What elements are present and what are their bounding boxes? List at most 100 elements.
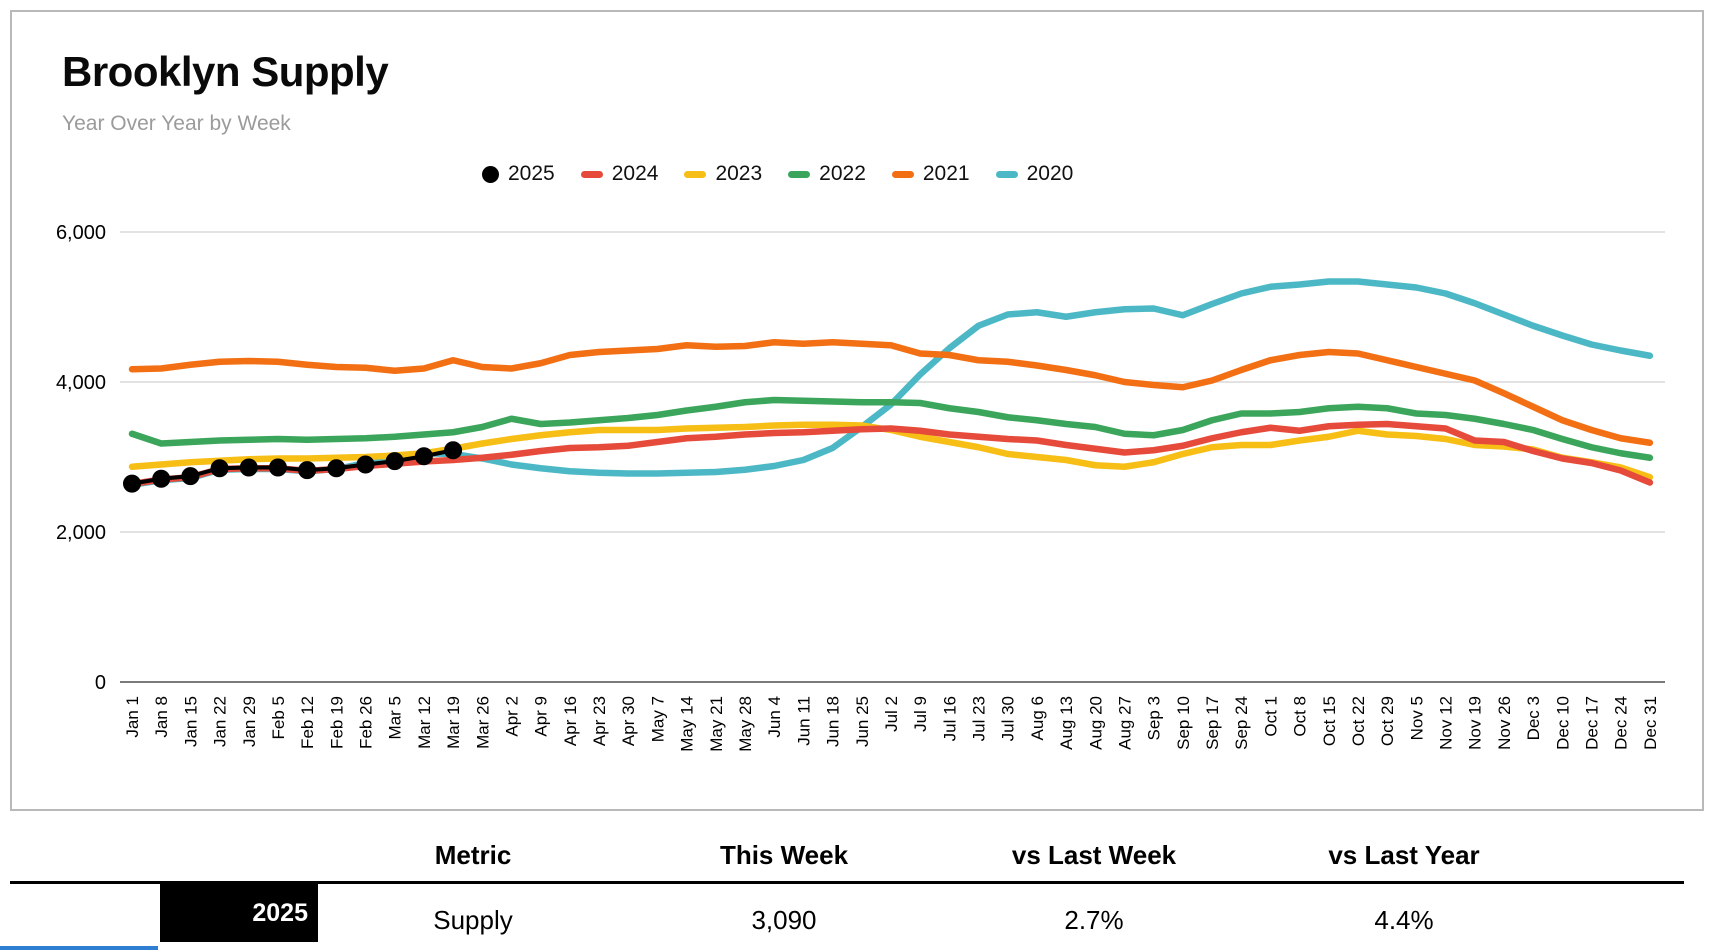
x-tick-label-jan-29: Jan 29: [240, 696, 259, 747]
x-tick-label-may-14: May 14: [678, 696, 697, 752]
x-tick-label-jan-15: Jan 15: [181, 696, 200, 747]
y-tick-label-6000: 6,000: [56, 222, 106, 244]
series-line-2022: [128, 396, 1654, 461]
x-tick-label-jul-2: Jul 2: [882, 696, 901, 732]
chart-legend: 2025 2024 2023 2022 2021 2020: [482, 160, 1073, 188]
legend-swatch-2020: [995, 170, 1018, 178]
table-header-metric: Metric: [434, 840, 512, 870]
x-tick-label-dec-17: Dec 17: [1583, 696, 1602, 750]
series-line-2021: [128, 339, 1654, 446]
table-row-year-badge: 2025: [160, 884, 318, 942]
chart-title: Brooklyn Supply: [62, 48, 389, 95]
x-tick-label-mar-12: Mar 12: [415, 696, 434, 749]
table-cell-vs-last-week: 2.7%: [1064, 905, 1124, 935]
series-point-2025-jan-1: [123, 474, 141, 493]
legend-swatch-2021: [891, 170, 914, 178]
x-tick-label-nov-5: Nov 5: [1407, 696, 1426, 740]
x-tick-label-mar-19: Mar 19: [444, 696, 463, 749]
chart-card: Brooklyn Supply Year Over Year by Week 2…: [10, 10, 1704, 811]
legend-item-2022[interactable]: 2022: [788, 162, 866, 186]
series-point-2025-feb-26: [356, 455, 375, 474]
legend-swatch-2023: [684, 170, 707, 178]
x-tick-label-apr-2: Apr 2: [502, 696, 521, 737]
x-tick-label-mar-5: Mar 5: [386, 696, 405, 739]
x-tick-label-dec-3: Dec 3: [1524, 696, 1543, 740]
table-cell-vs-last-year: 4.4%: [1374, 905, 1434, 935]
legend-swatch-2024: [580, 170, 603, 178]
legend-item-2025[interactable]: 2025: [482, 162, 555, 186]
x-tick-label-jun-18: Jun 18: [824, 696, 843, 747]
table-cell-metric: Supply: [433, 905, 513, 935]
x-tick-label-mar-26: Mar 26: [473, 696, 492, 749]
y-tick-label-2000: 2,000: [56, 522, 106, 544]
chart-subtitle: Year Over Year by Week: [62, 112, 291, 135]
x-tick-label-oct-8: Oct 8: [1291, 696, 1310, 737]
x-tick-label-oct-22: Oct 22: [1349, 696, 1368, 746]
legend-item-2023[interactable]: 2023: [684, 162, 762, 186]
legend-swatch-2025: [482, 165, 499, 183]
series-point-2025-feb-12: [298, 461, 317, 480]
series-point-2025-mar-12: [414, 447, 433, 466]
legend-label: 2022: [819, 162, 866, 185]
x-tick-label-nov-12: Nov 12: [1437, 696, 1456, 750]
x-tick-label-apr-23: Apr 23: [590, 696, 609, 746]
table-divider: [10, 881, 1684, 884]
legend-item-2021[interactable]: 2021: [891, 162, 970, 186]
x-tick-label-jan-8: Jan 8: [152, 696, 171, 738]
x-tick-label-jul-23: Jul 23: [970, 696, 989, 741]
series-point-2025-jan-29: [239, 458, 258, 477]
x-tick-label-aug-6: Aug 6: [1028, 696, 1047, 740]
legend-label: 2021: [922, 162, 970, 185]
series-point-2025-jan-22: [210, 459, 229, 478]
x-tick-label-dec-31: Dec 31: [1641, 696, 1660, 750]
x-tick-label-sep-24: Sep 24: [1232, 696, 1251, 750]
x-tick-label-apr-30: Apr 30: [619, 696, 638, 746]
x-tick-label-apr-16: Apr 16: [561, 696, 580, 746]
x-tick-label-oct-29: Oct 29: [1378, 696, 1397, 746]
y-tick-label-4000: 4,000: [56, 372, 106, 394]
x-tick-label-may-28: May 28: [736, 696, 755, 752]
x-tick-label-sep-17: Sep 17: [1203, 696, 1222, 750]
series-point-2025-jan-15: [181, 467, 200, 486]
x-tick-label-jul-30: Jul 30: [999, 696, 1018, 741]
next-row-peek: [0, 946, 158, 950]
y-tick-label-0: 0: [95, 672, 106, 694]
legend-label: 2020: [1026, 162, 1074, 185]
x-tick-label-aug-13: Aug 13: [1057, 696, 1076, 750]
legend-label: 2025: [508, 162, 555, 185]
x-tick-label-feb-26: Feb 26: [357, 696, 376, 749]
x-tick-label-jul-9: Jul 9: [911, 696, 930, 732]
x-tick-label-jul-16: Jul 16: [940, 696, 959, 741]
x-tick-label-jan-22: Jan 22: [211, 696, 230, 747]
x-tick-label-sep-10: Sep 10: [1174, 696, 1193, 750]
x-tick-label-nov-26: Nov 26: [1495, 696, 1514, 750]
legend-item-2024[interactable]: 2024: [580, 162, 659, 186]
series-point-2025-mar-19: [444, 441, 463, 460]
x-tick-label-oct-1: Oct 1: [1261, 696, 1280, 737]
series-point-2025-feb-5: [268, 458, 287, 477]
table-header-this-week: This Week: [719, 840, 849, 870]
series-point-2025-mar-5: [385, 452, 404, 471]
x-tick-label-jun-25: Jun 25: [853, 696, 872, 747]
legend-label: 2024: [611, 162, 659, 185]
x-tick-label-aug-20: Aug 20: [1086, 696, 1105, 750]
x-tick-label-jun-11: Jun 11: [794, 696, 813, 746]
series-line-2024: [128, 420, 1654, 488]
x-tick-label-jan-1: Jan 1: [123, 696, 142, 738]
x-tick-label-feb-5: Feb 5: [269, 696, 288, 739]
table-header-vs-last-year: vs Last Year: [1328, 840, 1480, 870]
x-tick-label-feb-12: Feb 12: [298, 696, 317, 749]
x-tick-label-sep-3: Sep 3: [1145, 696, 1164, 740]
x-tick-label-dec-10: Dec 10: [1553, 696, 1572, 750]
legend-item-2020[interactable]: 2020: [995, 162, 1074, 186]
x-tick-label-aug-27: Aug 27: [1115, 696, 1134, 750]
series-point-2025-feb-19: [327, 459, 346, 478]
x-tick-label-may-21: May 21: [707, 696, 726, 752]
x-tick-label-dec-24: Dec 24: [1612, 696, 1631, 750]
table-header-vs-last-week: vs Last Week: [1011, 840, 1177, 870]
x-tick-label-nov-19: Nov 19: [1466, 696, 1485, 750]
x-tick-label-jun-4: Jun 4: [765, 696, 784, 738]
x-tick-label-may-7: May 7: [648, 696, 667, 742]
series-point-2025-jan-8: [152, 469, 171, 488]
